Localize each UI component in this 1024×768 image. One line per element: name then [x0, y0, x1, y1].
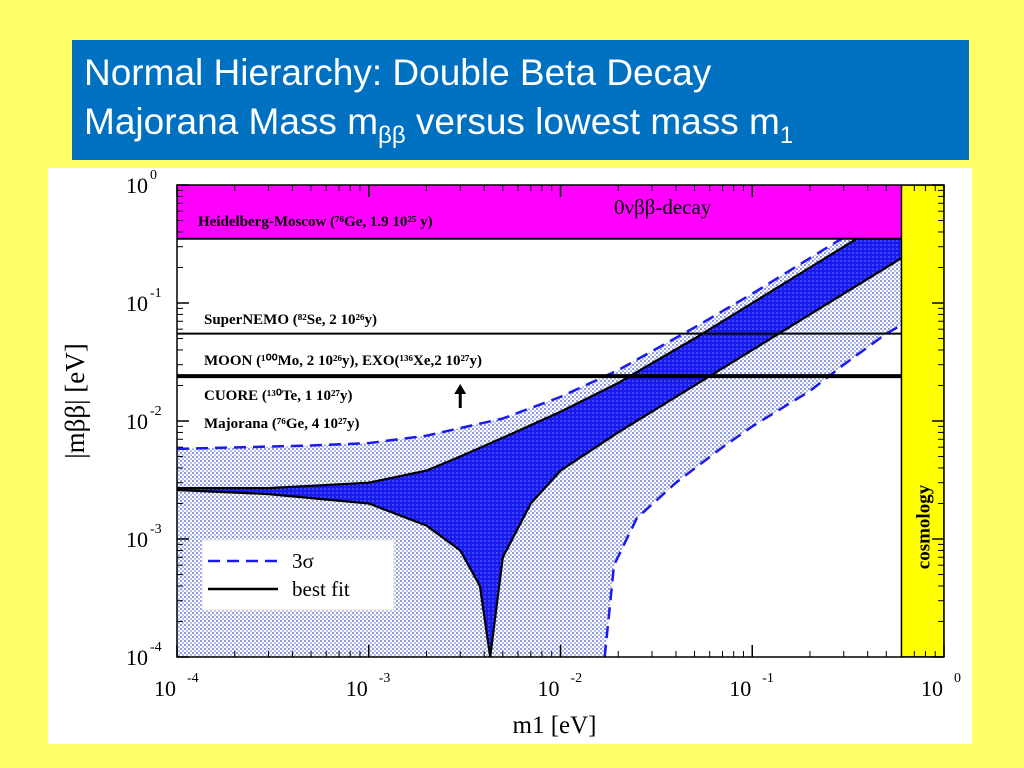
x-tick-label-2: 10 [538, 676, 560, 701]
y-axis-label: |mββ| [eV] [60, 343, 90, 459]
y-tick-exp-4: 0 [150, 168, 157, 183]
experiment-label-1: MOON (¹⁰⁰Mo, 2 10²⁶y), EXO(¹³⁶Xe,2 10²⁷y… [204, 353, 482, 369]
y-tick-label-4: 10 [126, 173, 148, 198]
three-sigma-lower-line [603, 324, 903, 657]
best-fit-lower-line [177, 257, 903, 657]
y-tick-label-3: 10 [126, 291, 148, 316]
x-tick-label-3: 10 [729, 676, 751, 701]
x-tick-exp-2: -2 [571, 671, 583, 686]
heidelberg-moscow-label: Heidelberg-Moscow (⁷⁶Ge, 1.9 10²⁵ y) [198, 214, 433, 230]
x-tick-exp-1: -3 [379, 671, 391, 686]
y-tick-label-2: 10 [126, 409, 148, 434]
cosmology-label: cosmology [914, 484, 935, 569]
y-tick-label-0: 10 [126, 645, 148, 670]
x-tick-label-1: 10 [346, 676, 368, 701]
x-tick-exp-4: 0 [954, 671, 961, 686]
x-tick-label-4: 10 [921, 676, 943, 701]
x-tick-exp-3: -1 [762, 671, 774, 686]
cosmology-band [900, 185, 944, 657]
y-tick-exp-1: -3 [150, 522, 162, 537]
arrow-head [454, 384, 467, 394]
experiment-label-3: Majorana (⁷⁶Ge, 4 10²⁷y) [204, 416, 359, 432]
decay-label: 0νββ-decay [614, 195, 712, 219]
y-tick-exp-3: -1 [150, 286, 162, 301]
slide-title-line-1: Normal Hierarchy: Double Beta Decay [84, 52, 712, 93]
plot-panel: Heidelberg-Moscow (⁷⁶Ge, 1.9 10²⁵ y) 0νββ… [48, 168, 972, 744]
x-tick-exp-0: -4 [187, 671, 199, 686]
legend-label-3sigma: 3σ [292, 549, 314, 573]
title-box: Normal Hierarchy: Double Beta Decay Majo… [72, 40, 969, 160]
x-axis-label: m1 [eV] [513, 712, 597, 739]
experiment-label-2: CUORE (¹³⁰Te, 1 10²⁷y) [204, 388, 352, 404]
three-sigma-upper-line [177, 202, 903, 451]
mbb-vs-m1-chart: Heidelberg-Moscow (⁷⁶Ge, 1.9 10²⁵ y) 0νββ… [60, 168, 961, 739]
legend-label-best-fit: best fit [292, 577, 350, 601]
best-fit-upper-line [177, 211, 903, 490]
x-tick-label-0: 10 [154, 676, 176, 701]
experiment-label-0: SuperNEMO (⁸²Se, 2 10²⁶y) [204, 312, 377, 328]
y-tick-label-1: 10 [126, 527, 148, 552]
legend: 3σ best fit [201, 539, 395, 611]
y-tick-exp-2: -2 [150, 404, 162, 419]
slide-title-line-2: Majorana Mass mββ versus lowest mass m1 [84, 101, 794, 149]
best-fit-band [177, 212, 902, 657]
y-tick-exp-0: -4 [150, 640, 162, 655]
